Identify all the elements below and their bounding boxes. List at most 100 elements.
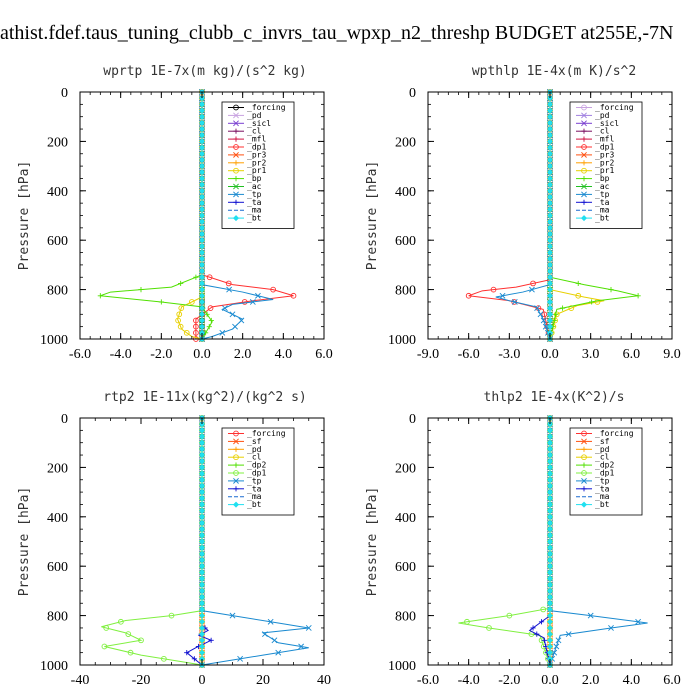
data-point (546, 495, 554, 502)
data-point (184, 650, 190, 656)
legend-marker (233, 128, 239, 134)
legend-entry: _sf (576, 437, 610, 446)
chart-panel-1: wprtp 1E-7x(m kg)/(s^2 kg) Pressure [hPa]… (17, 64, 333, 362)
data-point (499, 292, 506, 299)
data-point (208, 317, 214, 324)
data-point (546, 218, 554, 225)
legend-entry: _mfl (576, 135, 614, 144)
y-tick-label: 1000 (40, 333, 68, 348)
data-point (198, 637, 206, 644)
data-point (188, 299, 195, 305)
data-point (538, 619, 545, 625)
data-point (198, 439, 206, 446)
data-point (198, 243, 206, 250)
legend-entry: _pd (228, 111, 262, 120)
data-point (546, 464, 554, 471)
legend-label: _pd (247, 111, 262, 120)
data-point (546, 532, 554, 539)
data-point (546, 452, 554, 459)
data-point (198, 317, 206, 324)
legend-marker (581, 167, 587, 174)
data-point (546, 181, 554, 188)
data-point (546, 433, 554, 440)
data-point (546, 544, 554, 551)
data-point (198, 156, 206, 163)
x-tick-label: -4.0 (110, 347, 132, 362)
data-point (635, 618, 642, 625)
data-point (198, 519, 206, 526)
data-point (198, 224, 206, 231)
y-tick-label: 200 (47, 135, 68, 150)
y-axis-label: Pressure [hPa] (17, 487, 32, 597)
legend-entry: _ta (228, 484, 262, 493)
legend-marker (581, 176, 587, 182)
y-tick-label: 400 (47, 511, 68, 526)
data-point (546, 280, 554, 287)
legend-entry: _pr2 (576, 158, 614, 167)
chart-panel-2: wpthlp 1E-4x(m K)/s^2 Pressure [hPa] 0 200 4… (365, 64, 681, 362)
series-line (100, 92, 213, 340)
legend-label: _forcing (247, 103, 286, 112)
legend-label: _cl (595, 127, 610, 136)
legend-marker (581, 183, 587, 190)
legend-label: _sf (247, 437, 262, 446)
x-tick-label: 0.0 (541, 347, 559, 362)
series-dp1 (458, 415, 553, 668)
legend: _forcing_sf_pd_cl_dp2_dp1_tp_ta_ma_bt (221, 427, 295, 516)
legend-marker (581, 136, 587, 142)
data-point (553, 643, 560, 650)
legend-marker (233, 438, 239, 445)
data-point (206, 324, 212, 330)
series-bp (97, 89, 214, 342)
data-point (198, 445, 206, 452)
data-point (198, 624, 206, 631)
data-point (198, 495, 206, 502)
chart-title: wpthlp 1E-4x(m K)/s^2 (472, 64, 636, 79)
data-point (546, 175, 554, 182)
x-tick-label: 0.0 (541, 673, 559, 688)
y-tick-label: 800 (395, 610, 416, 625)
y-tick-label: 600 (47, 560, 68, 575)
data-point (229, 612, 236, 619)
data-point (198, 587, 206, 594)
legend-entry: _dp2 (228, 461, 266, 470)
legend-label: _ma (247, 206, 262, 215)
data-point (198, 464, 206, 471)
legend-label: _sf (595, 437, 610, 446)
data-point (541, 637, 548, 643)
data-point (267, 618, 274, 625)
legend-marker (581, 104, 587, 111)
legend-entry: _cl (576, 453, 610, 462)
legend-entry: _ma (576, 492, 610, 501)
legend-marker (232, 215, 240, 222)
legend-label: _mfl (595, 135, 614, 144)
y-tick-label: 0 (409, 412, 416, 427)
series-line (101, 418, 203, 666)
legend-label: _tp (247, 476, 262, 485)
legend-label: _ac (247, 182, 262, 191)
data-point (534, 631, 540, 637)
legend-marker (581, 120, 587, 127)
legend-label: _ta (595, 198, 610, 207)
x-tick-label: -2.0 (150, 347, 172, 362)
x-tick-label: -3.0 (498, 347, 520, 362)
data-point (546, 538, 554, 545)
data-point (198, 507, 206, 514)
legend-label: _bt (595, 500, 610, 509)
legend-marker (580, 215, 588, 222)
data-point (540, 606, 547, 613)
legend-label: _pd (247, 445, 262, 454)
legend-marker (233, 486, 239, 492)
data-point (176, 311, 183, 318)
x-tick-label: -40 (71, 673, 90, 688)
data-point (546, 144, 554, 151)
x-tick-label: -6.0 (69, 347, 91, 362)
legend-marker (581, 477, 587, 484)
x-tick-label: 2.0 (582, 673, 600, 688)
legend-label: _pr2 (247, 158, 266, 167)
data-point (546, 649, 554, 656)
data-point (546, 224, 554, 231)
legend-label: _dp1 (595, 469, 614, 478)
legend-label: _pr1 (247, 166, 266, 175)
